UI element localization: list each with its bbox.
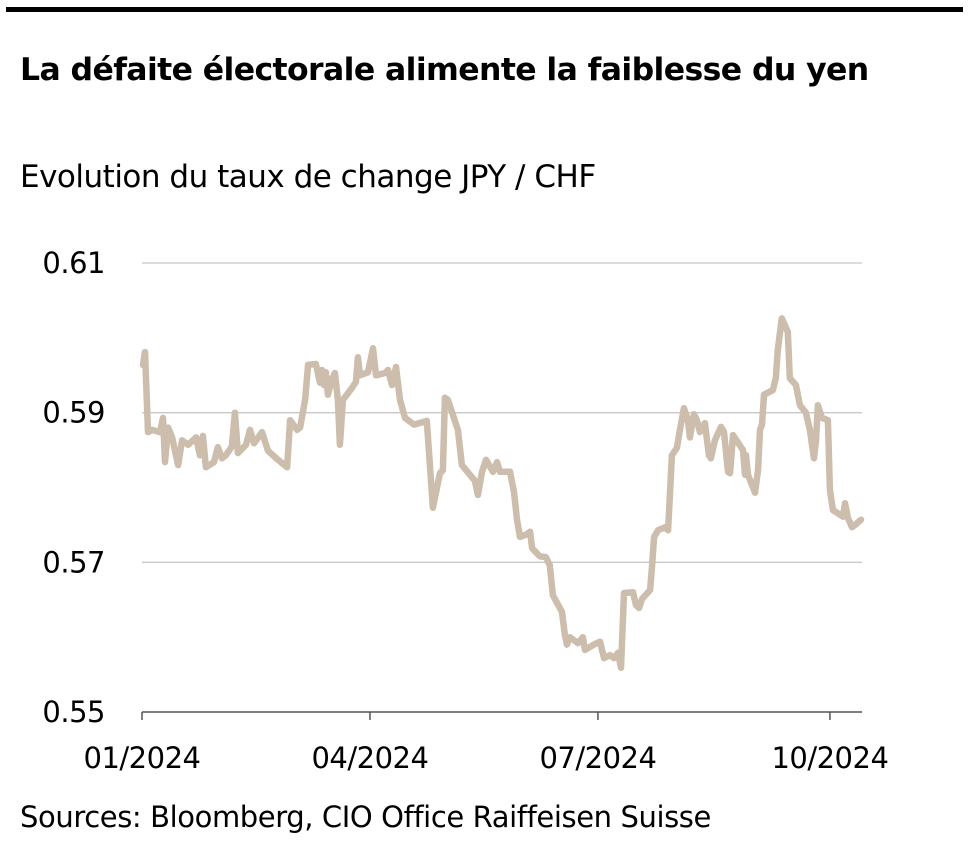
y-tick-label: 0.55	[42, 695, 105, 729]
x-tick-label: 07/2024	[539, 741, 656, 775]
chart-subtitle: Evolution du taux de change JPY / CHF	[20, 159, 596, 195]
y-tick-label: 0.61	[42, 246, 105, 280]
source-note: Sources: Bloomberg, CIO Office Raiffeise…	[20, 800, 711, 834]
y-axis-ticks: 0.61 0.59 0.57 0.55	[42, 246, 105, 729]
y-tick-label: 0.59	[42, 396, 105, 430]
series-layer	[139, 315, 865, 672]
gridlines	[142, 262, 862, 563]
chart-title: La défaite électorale alimente la faible…	[20, 52, 869, 88]
y-tick-label: 0.57	[42, 545, 105, 579]
x-axis: 01/2024 04/2024 07/2024 10/2024	[84, 711, 889, 775]
series-line-jpy-chf	[139, 315, 865, 672]
x-tick-label: 10/2024	[771, 741, 888, 775]
x-tick-label: 01/2024	[84, 741, 201, 775]
x-tick-label: 04/2024	[311, 741, 428, 775]
top-rule	[6, 7, 963, 12]
